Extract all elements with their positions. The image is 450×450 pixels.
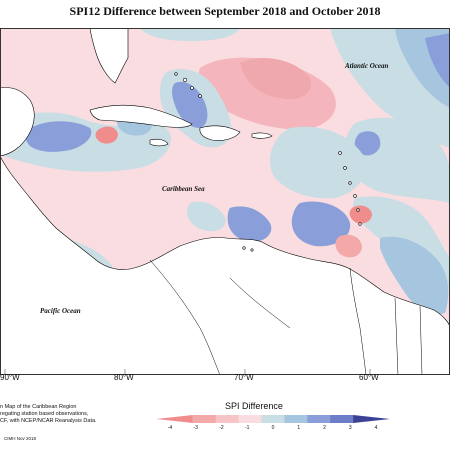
legend-tick-label: 2 <box>323 425 326 431</box>
spi-positive-area <box>291 201 351 247</box>
map-frame: Atlantic Ocean Caribbean Sea Pacific Oce… <box>0 27 450 376</box>
border <box>229 277 291 329</box>
caption-line: n Map of the Caribbean Region <box>0 404 77 410</box>
legend-tick-label: 4 <box>374 425 378 431</box>
spi-negative-area <box>240 58 311 100</box>
border <box>419 305 423 376</box>
island <box>190 86 194 90</box>
island <box>356 208 360 212</box>
lon-label-60w: 60°W <box>359 373 379 382</box>
legend-tick-label: -3 <box>193 425 198 431</box>
spi-positive-area <box>270 126 366 199</box>
florida-landmass <box>89 27 129 84</box>
legend-swatch <box>238 415 262 423</box>
border <box>394 297 399 376</box>
central-south-america-landmass <box>0 155 450 376</box>
legend-tick-label: -1 <box>245 425 250 431</box>
spi-positive-area <box>354 131 381 156</box>
legend-swatch <box>284 415 308 423</box>
legend-colorbar <box>156 415 390 423</box>
legend-swatch <box>261 415 285 423</box>
caribbean-sea-label: Caribbean Sea <box>162 185 205 193</box>
atlantic-ocean-label: Atlantic Ocean <box>345 62 389 70</box>
land-masses <box>0 27 450 376</box>
map-svg <box>0 27 450 376</box>
lon-label-70w: 70°W <box>234 373 254 382</box>
map-title: SPI12 Difference between September 2018 … <box>69 4 381 18</box>
island <box>358 222 362 226</box>
legend-swatch <box>156 415 193 423</box>
credit-label: CIMH Nov 2018 <box>4 436 37 441</box>
legend-tick-label: 1 <box>297 425 301 431</box>
island <box>348 181 352 185</box>
lon-label-90w: 90°W <box>0 373 20 382</box>
legend-tick-label: -2 <box>219 425 224 431</box>
cuba-landmass <box>89 104 193 128</box>
island <box>242 246 246 250</box>
pacific-ocean-label: Pacific Ocean <box>40 307 81 315</box>
spi-positive-area <box>140 28 240 42</box>
island <box>353 194 357 198</box>
legend-swatch <box>307 415 331 423</box>
jamaica-landmass <box>149 138 169 147</box>
spi-positive-area <box>227 206 272 243</box>
island <box>338 151 342 155</box>
spi-positive-area <box>25 121 92 152</box>
legend-tick-label: 3 <box>348 425 352 431</box>
legend-swatch <box>215 415 239 423</box>
spi-positive-area <box>380 236 449 315</box>
island <box>343 166 347 170</box>
legend-tick-label: 0 <box>271 425 275 431</box>
puerto-rico-landmass <box>251 132 273 139</box>
legend-swatch <box>353 415 390 423</box>
island <box>174 72 178 76</box>
legend-tick-label: -4 <box>167 425 173 431</box>
border <box>349 267 367 376</box>
spi-negative-area <box>95 126 118 144</box>
island <box>182 77 188 83</box>
spi-negative-area <box>349 205 372 224</box>
hispaniola-landmass <box>199 125 241 141</box>
spi-positive-area <box>187 201 226 232</box>
spi-negative-area <box>335 234 362 258</box>
island <box>198 94 202 98</box>
spi-positive-area <box>425 33 450 88</box>
small-islands <box>174 72 362 252</box>
spi-positive-area <box>172 81 208 128</box>
lon-label-80w: 80°W <box>114 373 134 382</box>
mexico-yucatan-landmass <box>0 87 35 157</box>
island <box>250 248 254 252</box>
caption-line: CF, with NCEP/NCAR Reanalysis Data. <box>0 418 97 424</box>
country-borders <box>149 259 423 376</box>
caption-line: regating station based observations, <box>0 411 89 417</box>
legend-swatch <box>330 415 354 423</box>
border <box>149 259 221 376</box>
legend-swatch <box>192 415 217 423</box>
legend-title: SPI Difference <box>225 401 283 411</box>
